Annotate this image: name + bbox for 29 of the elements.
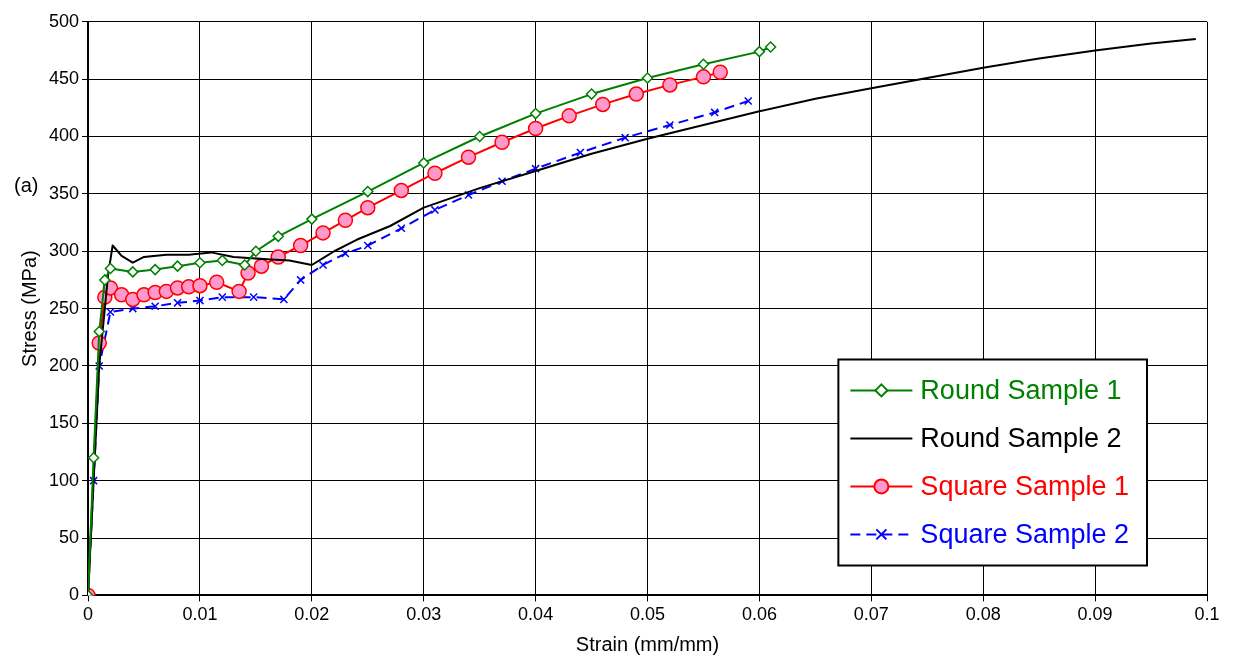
x-tick-label: 0.1 (1194, 604, 1220, 625)
x-tick-label: 0.02 (294, 604, 330, 625)
y-tick-label: 300 (48, 240, 80, 261)
y-tick-label: 100 (48, 469, 80, 490)
y-tick-label: 150 (48, 412, 80, 433)
x-tick-label: 0.03 (406, 604, 442, 625)
x-tick-label: 0.05 (629, 604, 666, 625)
y-tick-label: 50 (59, 527, 80, 548)
x-axis-title: Strain (mm/mm) (575, 632, 720, 655)
y-tick-label: 500 (48, 10, 80, 31)
y-axis-title: Stress (MPa) (17, 250, 40, 367)
x-tick-label: 0.09 (1077, 604, 1113, 625)
legend-label: Square Sample 1 (920, 470, 1130, 501)
y-tick-label: 250 (48, 297, 80, 318)
x-tick-label: 0.04 (518, 604, 554, 625)
x-tick-label: 0.01 (182, 604, 218, 625)
y-tick-label: 400 (48, 125, 80, 146)
legend-label: Round Sample 1 (920, 374, 1122, 405)
x-tick-label: 0 (83, 604, 94, 625)
text: (a) (14, 173, 39, 196)
x-tick-label: 0.07 (853, 604, 889, 625)
x-tick-label: 0.06 (741, 604, 777, 625)
y-tick-label: 0 (69, 584, 80, 605)
y-tick-label: 350 (48, 182, 80, 203)
legend-label: Square Sample 2 (920, 518, 1130, 549)
legend-label: Round Sample 2 (920, 422, 1122, 453)
y-tick-label: 450 (48, 68, 80, 89)
y-tick-label: 200 (48, 354, 80, 375)
x-tick-label: 0.08 (965, 604, 1001, 625)
